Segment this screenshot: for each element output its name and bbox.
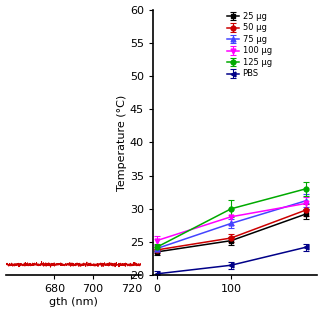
Legend: 25 μg, 50 μg, 75 μg, 100 μg, 125 μg, PBS: 25 μg, 50 μg, 75 μg, 100 μg, 125 μg, PBS <box>226 11 272 79</box>
X-axis label: gth (nm): gth (nm) <box>49 297 98 307</box>
Y-axis label: Temperature (°C): Temperature (°C) <box>117 94 127 190</box>
